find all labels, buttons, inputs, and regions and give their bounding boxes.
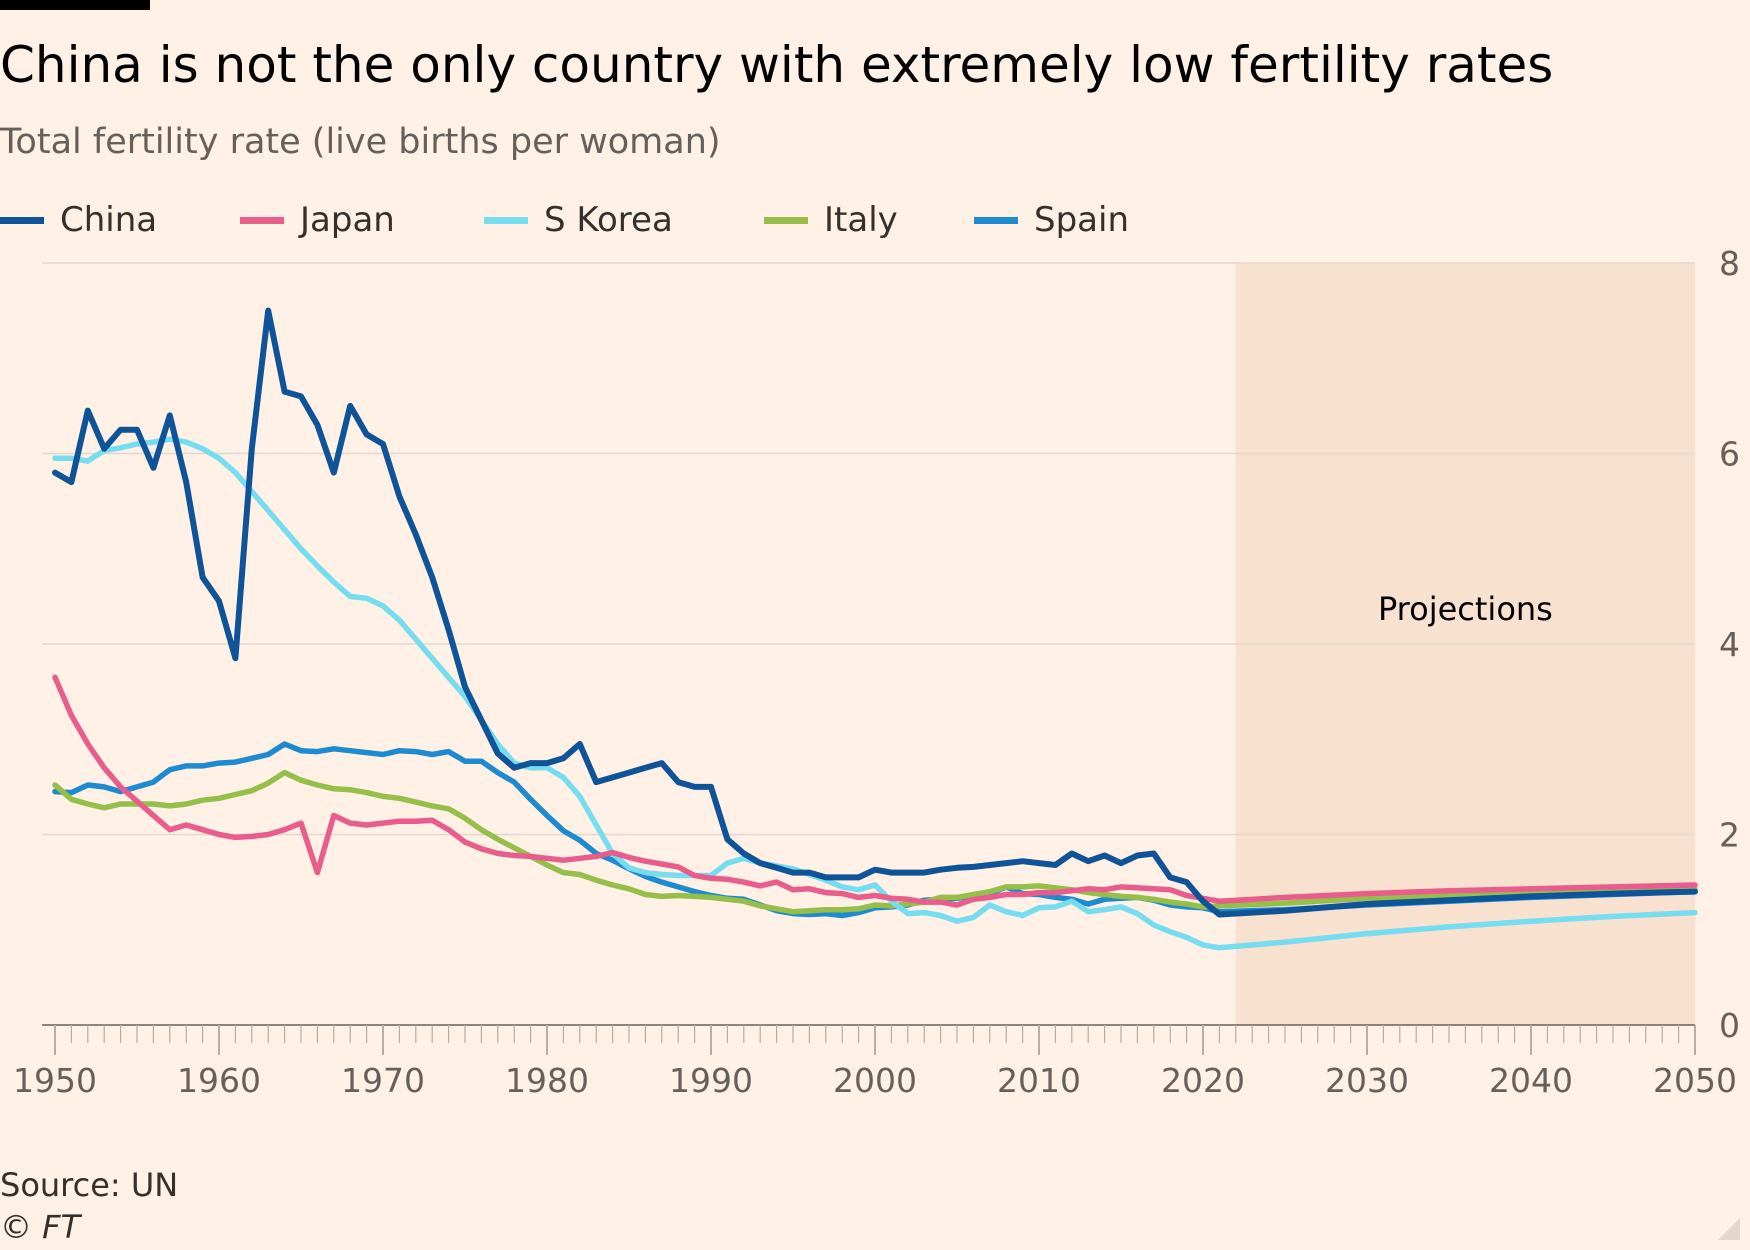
legend-label-japan: Japan — [300, 200, 395, 240]
series-line-s-korea — [52, 436, 1698, 951]
legend: China Japan S Korea Italy Spain — [0, 198, 1200, 242]
chart-subtitle: Total fertility rate (live births per wo… — [0, 122, 721, 162]
x-tick-label-1980: 1980 — [505, 1061, 589, 1100]
x-tick-label-1970: 1970 — [341, 1061, 425, 1100]
chart-title: China is not the only country with extre… — [0, 36, 1554, 94]
y-tick-label-2: 2 — [1719, 816, 1740, 855]
brand-bar — [0, 0, 150, 10]
series-line-italy — [52, 769, 1698, 915]
x-tick-label-2020: 2020 — [1161, 1061, 1245, 1100]
legend-label-italy: Italy — [824, 200, 898, 240]
x-tick-label-2050: 2050 — [1653, 1061, 1737, 1100]
x-tick-label-2000: 2000 — [833, 1061, 917, 1100]
x-tick-label-1950: 1950 — [13, 1061, 97, 1100]
copyright: © FT — [0, 1208, 81, 1246]
legend-label-spain: Spain — [1034, 200, 1129, 240]
y-tick-label-4: 4 — [1719, 625, 1740, 664]
legend-swatch-japan — [240, 216, 284, 224]
source-note: Source: UN — [0, 1166, 179, 1204]
x-tick-label-2040: 2040 — [1489, 1061, 1573, 1100]
legend-item-italy: Italy — [764, 198, 898, 242]
x-tick-label-2010: 2010 — [997, 1061, 1081, 1100]
legend-label-s-korea: S Korea — [544, 200, 673, 240]
x-tick-label-2030: 2030 — [1325, 1061, 1409, 1100]
x-tick-label-1960: 1960 — [177, 1061, 261, 1100]
legend-label-china: China — [60, 200, 158, 240]
y-tick-label-8: 8 — [1719, 244, 1740, 283]
line-chart: Projections 0 2 4 6 8 1950 1960 1970 1980 1990 200… — [13, 244, 1740, 1100]
legend-item-s-korea: S Korea — [484, 198, 673, 242]
series-line-china — [52, 307, 1698, 918]
legend-item-spain: Spain — [974, 198, 1129, 242]
series-line-spain — [52, 741, 1698, 919]
y-tick-label-6: 6 — [1719, 435, 1740, 474]
legend-item-china: China — [0, 198, 157, 242]
legend-swatch-china — [0, 216, 44, 224]
legend-item-japan: Japan — [240, 198, 395, 242]
legend-swatch-spain — [974, 216, 1018, 224]
y-tick-label-0: 0 — [1719, 1006, 1740, 1045]
projection-label: Projections — [1378, 590, 1553, 628]
x-tick-label-1990: 1990 — [669, 1061, 753, 1100]
legend-swatch-italy — [764, 216, 808, 224]
legend-swatch-s-korea — [484, 216, 528, 224]
series-line-japan — [52, 674, 1698, 908]
corner-mark — [1718, 1218, 1740, 1240]
